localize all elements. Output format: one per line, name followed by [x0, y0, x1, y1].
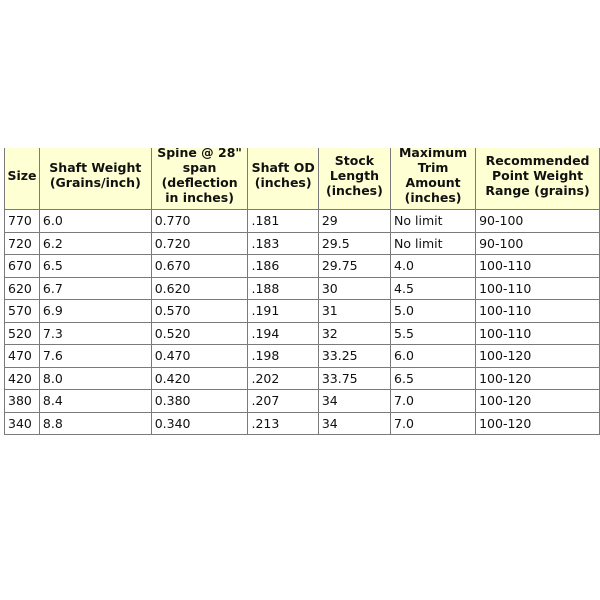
table-cell: 100-120 [475, 344, 600, 368]
table-cell: 5.5 [390, 321, 477, 345]
table-cell: 570 [4, 299, 40, 323]
table-cell: 8.8 [38, 411, 152, 435]
table-cell: 0.420 [150, 366, 249, 390]
column-header: Shaft OD (inches) [247, 148, 319, 210]
table-cell: 6.5 [390, 366, 477, 390]
table-cell: 670 [4, 254, 40, 278]
table-cell: 100-120 [475, 411, 600, 435]
arrow-shaft-spec-table: Size Shaft Weight (Grains/inch) Spine @ 28… [4, 148, 600, 435]
table-cell: 100-120 [475, 389, 600, 413]
table-cell: 6.9 [38, 299, 152, 323]
table-cell: 380 [4, 389, 40, 413]
table-cell: 7.6 [38, 344, 152, 368]
table-cell: 90-100 [475, 209, 600, 233]
table-cell: 8.0 [38, 366, 152, 390]
table-row: 380 8.4 0.380.207 34 7.0 100-120 [4, 389, 600, 413]
table-cell: 4.5 [390, 276, 477, 300]
table-cell: 0.520 [150, 321, 249, 345]
table-cell: .188 [247, 276, 319, 300]
table-cell: 520 [4, 321, 40, 345]
table-cell: 34 [317, 389, 392, 413]
table-cell: 6.5 [38, 254, 152, 278]
table-cell: 0.720 [150, 231, 249, 255]
table-cell: 0.380 [150, 389, 249, 413]
table-cell: 4.0 [390, 254, 477, 278]
table-cell: 0.470 [150, 344, 249, 368]
table-cell: 100-110 [475, 254, 600, 278]
header-row: Size Shaft Weight (Grains/inch) Spine @ 28… [4, 148, 600, 210]
table-cell: 7.3 [38, 321, 152, 345]
table-cell: 340 [4, 411, 40, 435]
column-header: Maximum Trim Amount (inches) [390, 148, 477, 210]
table-cell: .198 [247, 344, 319, 368]
table-container: Size Shaft Weight (Grains/inch) Spine @ 28… [0, 148, 600, 438]
table-cell: 470 [4, 344, 40, 368]
column-header: Stock Length (inches) [317, 148, 392, 210]
table-cell: 6.7 [38, 276, 152, 300]
table-cell: 32 [317, 321, 392, 345]
table-row: 620 6.7 0.620.188 30 4.5 100-110 [4, 276, 600, 300]
table-cell: 33.25 [317, 344, 392, 368]
table-cell: 620 [4, 276, 40, 300]
table-cell: .186 [247, 254, 319, 278]
table-row: 520 7.3 0.520.194 32 5.5 100-110 [4, 321, 600, 345]
table-cell: 6.0 [390, 344, 477, 368]
table-cell: 0.620 [150, 276, 249, 300]
table-cell: 8.4 [38, 389, 152, 413]
table-row: 770 6.0 0.770.181 29 No limit 90-100 [4, 209, 600, 233]
table-cell: .191 [247, 299, 319, 323]
table-row: 340 8.8 0.340.213 34 7.0 100-120 [4, 411, 600, 435]
table-row: 720 6.2 0.720.183 29.5 No limit 90-100 [4, 231, 600, 255]
column-header: Recommended Point Weight Range (grains) [475, 148, 600, 210]
table-cell: 30 [317, 276, 392, 300]
table-cell: 100-110 [475, 299, 600, 323]
table-cell: No limit [390, 209, 477, 233]
table-cell: 6.0 [38, 209, 152, 233]
table-cell: 6.2 [38, 231, 152, 255]
table-cell: .207 [247, 389, 319, 413]
table-cell: 720 [4, 231, 40, 255]
column-header: Spine @ 28" span (deflection in inches) [150, 148, 249, 210]
table-cell: 31 [317, 299, 392, 323]
table-cell: 0.340 [150, 411, 249, 435]
table-cell: .183 [247, 231, 319, 255]
table-cell: 0.570 [150, 299, 249, 323]
table-cell: .181 [247, 209, 319, 233]
table-row: 470 7.6 0.470.198 33.25 6.0 100-120 [4, 344, 600, 368]
table-cell: 90-100 [475, 231, 600, 255]
table-cell: .213 [247, 411, 319, 435]
table-row: 420 8.0 0.420.202 33.75 6.5 100-120 [4, 366, 600, 390]
column-header: Shaft Weight (Grains/inch) [38, 148, 152, 210]
table-cell: 29.5 [317, 231, 392, 255]
table-cell: No limit [390, 231, 477, 255]
table-cell: 0.770 [150, 209, 249, 233]
table-row: 670 6.5 0.670.186 29.75 4.0 100-110 [4, 254, 600, 278]
table-cell: 0.670 [150, 254, 249, 278]
table-cell: 770 [4, 209, 40, 233]
table-cell: 420 [4, 366, 40, 390]
column-header: Size [4, 148, 40, 210]
table-cell: 33.75 [317, 366, 392, 390]
table-cell: 7.0 [390, 389, 477, 413]
table-cell: .202 [247, 366, 319, 390]
table-cell: 100-110 [475, 321, 600, 345]
table-cell: 29.75 [317, 254, 392, 278]
table-cell: 34 [317, 411, 392, 435]
table-row: 570 6.9 0.570.191 31 5.0 100-110 [4, 299, 600, 323]
table-cell: 100-120 [475, 366, 600, 390]
table-cell: .194 [247, 321, 319, 345]
table-cell: 100-110 [475, 276, 600, 300]
table-cell: 29 [317, 209, 392, 233]
table-cell: 7.0 [390, 411, 477, 435]
table-cell: 5.0 [390, 299, 477, 323]
